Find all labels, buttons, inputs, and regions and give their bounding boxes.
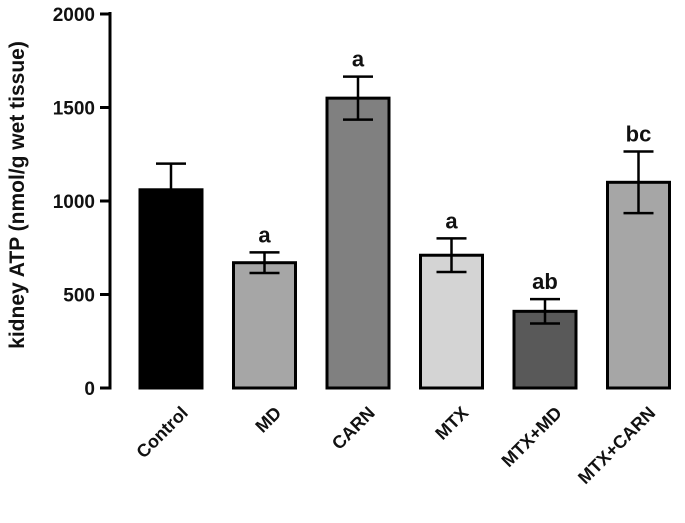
significance-label: a bbox=[352, 47, 365, 72]
significance-label: ab bbox=[532, 269, 558, 294]
y-tick-label: 1000 bbox=[53, 192, 95, 213]
category-label: MTX+MD bbox=[498, 403, 566, 471]
category-label: MTX bbox=[431, 403, 472, 444]
y-tick-label: 1500 bbox=[53, 99, 95, 120]
category-label: CARN bbox=[328, 403, 379, 454]
significance-label: a bbox=[258, 222, 271, 247]
category-label: MTX+CARN bbox=[574, 403, 659, 488]
y-tick-label: 0 bbox=[84, 379, 95, 400]
y-tick-label: 500 bbox=[63, 286, 95, 307]
bar-md bbox=[232, 261, 297, 390]
bar-mtx bbox=[419, 253, 484, 390]
y-tick-label: 2000 bbox=[53, 5, 95, 26]
significance-label: a bbox=[445, 208, 458, 233]
category-label: MD bbox=[251, 403, 285, 437]
bar-carn bbox=[325, 96, 391, 390]
significance-label: bc bbox=[626, 121, 652, 146]
bars-group bbox=[138, 75, 671, 390]
y-axis-title: kidney ATP (nmol/g wet tissue) bbox=[6, 41, 29, 349]
axes-group bbox=[100, 12, 112, 390]
bar-control bbox=[138, 188, 204, 390]
category-label: Control bbox=[132, 403, 191, 462]
